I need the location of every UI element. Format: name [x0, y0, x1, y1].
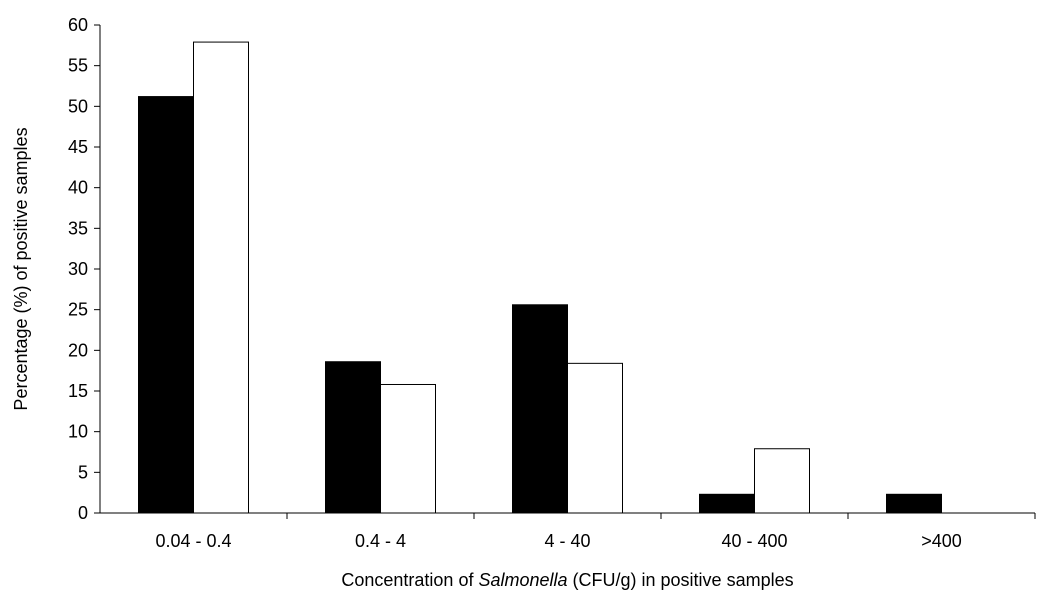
y-tick-label: 50 [68, 96, 88, 116]
x-tick-label: 0.4 - 4 [355, 531, 406, 551]
bar-series-2-0 [193, 41, 249, 514]
x-tick-label: 4 - 40 [544, 531, 590, 551]
y-axis-label: Percentage (%) of positive samples [11, 127, 31, 410]
bar-series-1-2 [512, 304, 568, 514]
bar-series-1-3 [699, 493, 755, 514]
y-tick-label: 40 [68, 178, 88, 198]
bar-series-2-2 [567, 362, 623, 514]
x-tick-label: 40 - 400 [721, 531, 787, 551]
y-tick-label: 20 [68, 340, 88, 360]
bar-series-1-1 [325, 361, 381, 514]
y-tick-label: 15 [68, 381, 88, 401]
y-tick-label: 35 [68, 218, 88, 238]
bars [138, 41, 942, 514]
bar-series-2-3 [754, 448, 810, 514]
x-axis-label-part: Concentration of [341, 570, 478, 590]
x-axis-ticks: 0.04 - 0.4 0.4 - 4 4 - 40 40 - 400 >400 [155, 513, 1036, 551]
y-tick-label: 0 [78, 503, 88, 523]
x-axis-label: Concentration of Salmonella (CFU/g) in p… [341, 570, 793, 590]
bar-series-1-0 [138, 96, 194, 514]
x-axis-label-part: (CFU/g) in positive samples [568, 570, 794, 590]
x-tick-label: 0.04 - 0.4 [155, 531, 231, 551]
y-tick-label: 30 [68, 259, 88, 279]
y-tick-label: 5 [78, 462, 88, 482]
y-tick-label: 60 [68, 15, 88, 35]
y-tick-label: 10 [68, 422, 88, 442]
y-tick-label: 25 [68, 300, 88, 320]
y-tick-label: 45 [68, 137, 88, 157]
x-axis-label-part: Salmonella [478, 570, 567, 590]
y-axis-ticks: 0 5 10 15 20 25 30 35 40 45 50 55 60 [68, 15, 100, 523]
bar-series-2-1 [380, 383, 436, 514]
y-tick-label: 55 [68, 56, 88, 76]
x-tick-label: >400 [921, 531, 962, 551]
bar-series-1-4 [886, 493, 942, 514]
